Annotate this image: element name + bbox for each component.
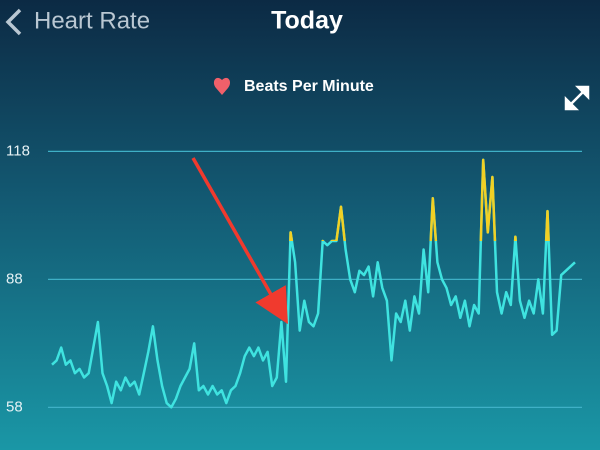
y-tick-label: 118 [6, 142, 30, 159]
peak-line [289, 158, 550, 241]
screen-title: Today [271, 7, 343, 35]
y-tick-label: 58 [6, 398, 23, 415]
back-label[interactable]: Heart Rate [34, 7, 150, 34]
legend-label: Beats Per Minute [244, 78, 374, 95]
legend-icon [213, 77, 231, 95]
back-icon[interactable] [5, 8, 22, 36]
expand-icon[interactable] [564, 85, 590, 111]
annotation-arrow [191, 157, 288, 325]
plot: 58 88 118 [6, 142, 582, 415]
y-tick-label: 88 [6, 270, 23, 287]
